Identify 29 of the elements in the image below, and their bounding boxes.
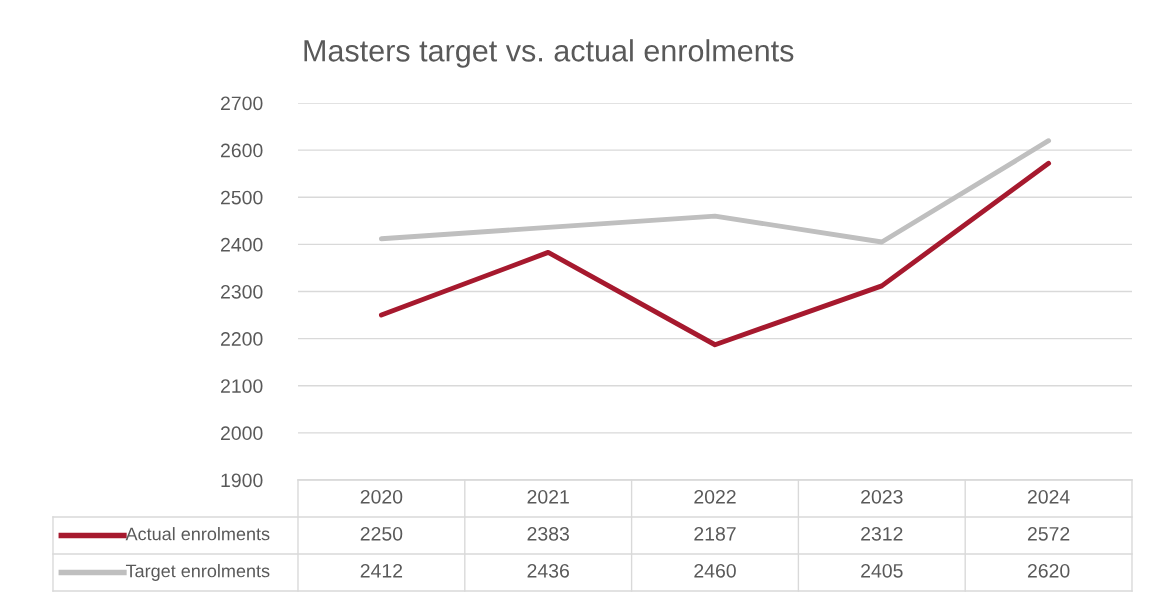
y-tick-label: 2600 (221, 143, 263, 158)
data-label: 2250 (360, 526, 403, 541)
y-tick-label: 1900 (221, 473, 263, 488)
legend-label: Target enrolments (125, 564, 270, 581)
data-label: 2187 (694, 526, 736, 541)
y-tick-label: 2400 (221, 237, 263, 252)
x-tick-label: 2024 (1027, 489, 1070, 504)
data-label: 2436 (527, 563, 569, 578)
y-tick-label: 2500 (221, 190, 263, 205)
x-tick-label: 2021 (527, 489, 569, 504)
y-tick-label: 2700 (221, 96, 263, 111)
line-series (378, 138, 1052, 245)
x-tick-label: 2020 (360, 489, 403, 504)
x-tick-label: 2022 (694, 489, 736, 504)
data-label: 2460 (694, 563, 736, 578)
data-label: 2572 (1027, 526, 1070, 541)
x-tick-label: 2023 (861, 489, 903, 504)
data-label: 2312 (861, 526, 903, 541)
y-tick-label: 2100 (221, 379, 263, 393)
data-label: 2383 (527, 526, 569, 541)
data-label: 2620 (1027, 563, 1070, 578)
data-label: 2412 (360, 563, 403, 578)
y-tick-label: 2000 (221, 426, 263, 441)
legend-label: Actual enrolments (125, 527, 270, 541)
y-tick-label: 2200 (221, 332, 263, 346)
chart-title: Masters target vs. actual enrolments (304, 39, 794, 68)
data-label: 2405 (861, 563, 903, 578)
line-series (378, 160, 1052, 348)
y-tick-label: 2300 (221, 284, 263, 299)
